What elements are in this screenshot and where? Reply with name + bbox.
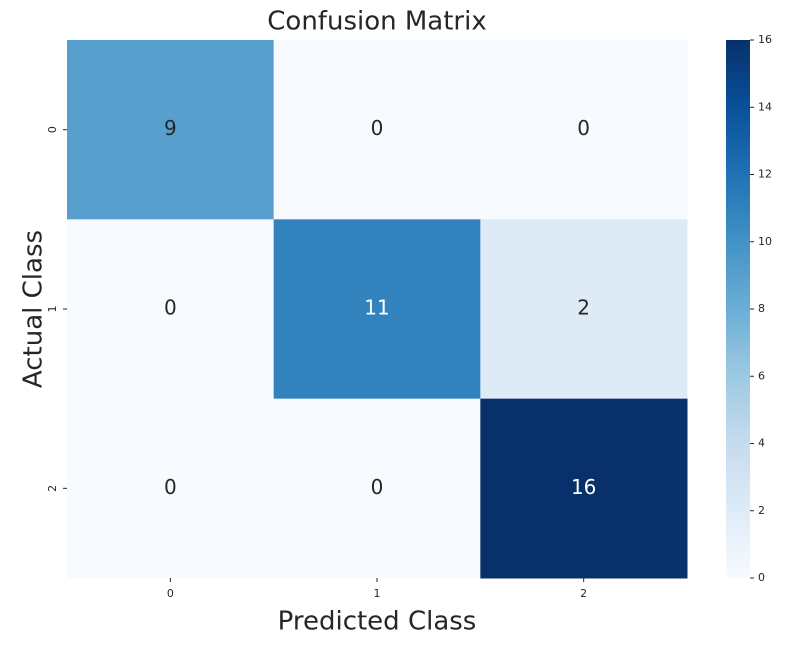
heatmap-cell (273, 398, 481, 579)
colorbar-tick-label: 6 (758, 369, 765, 382)
x-tick-label: 0 (167, 587, 174, 600)
y-tick-label: 0 (46, 126, 59, 133)
colorbar-tick-label: 14 (758, 100, 772, 113)
cell-annotation: 2 (577, 296, 590, 320)
colorbar-tick-label: 12 (758, 168, 772, 181)
heatmap-cell (480, 398, 688, 579)
cell-annotation: 11 (364, 296, 389, 320)
chart-title: Confusion Matrix (267, 7, 486, 37)
cell-annotation: 0 (371, 475, 384, 499)
colorbar-tick-label: 2 (758, 504, 765, 517)
cell-annotation: 9 (164, 116, 177, 140)
heatmap-cell (67, 219, 275, 400)
heatmap-cell (480, 219, 688, 400)
y-tick-label: 1 (46, 306, 59, 313)
y-tick-label: 2 (46, 485, 59, 492)
cell-annotation: 16 (571, 475, 596, 499)
cell-annotation: 0 (371, 116, 384, 140)
heatmap-cell (67, 40, 275, 220)
colorbar-tick-label: 0 (758, 571, 765, 584)
heatmap-cell (480, 40, 688, 220)
colorbar-tick-label: 4 (758, 437, 765, 450)
colorbar-tick-label: 16 (758, 33, 772, 46)
cell-annotation: 0 (164, 475, 177, 499)
heatmap-cell (273, 40, 481, 220)
colorbar-tick-label: 8 (758, 302, 765, 315)
colorbar (726, 40, 750, 578)
heatmap-cell (273, 219, 481, 400)
cell-annotation: 0 (164, 296, 177, 320)
y-axis-label: Actual Class (19, 230, 49, 388)
cell-annotation: 0 (577, 116, 590, 140)
x-axis-label: Predicted Class (278, 607, 477, 637)
x-tick-label: 2 (580, 587, 587, 600)
x-tick-label: 1 (374, 587, 381, 600)
colorbar-tick-label: 10 (758, 235, 772, 248)
heatmap-cell (67, 398, 275, 579)
